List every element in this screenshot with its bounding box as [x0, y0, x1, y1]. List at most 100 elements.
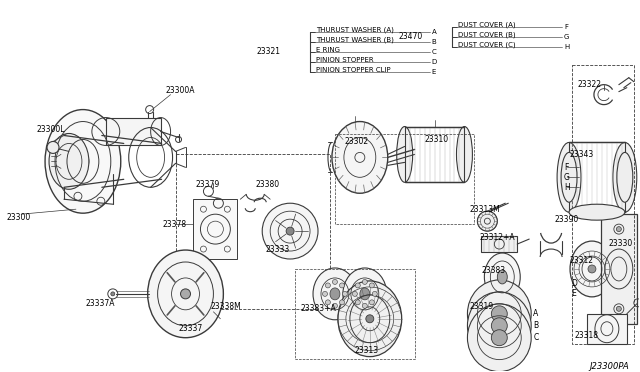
Text: 23378: 23378 — [163, 219, 187, 229]
Circle shape — [342, 291, 348, 296]
Circle shape — [362, 303, 367, 308]
Text: 23302: 23302 — [345, 137, 369, 146]
Ellipse shape — [613, 142, 637, 212]
Ellipse shape — [77, 153, 89, 169]
Circle shape — [332, 303, 337, 308]
Bar — [335, 135, 474, 224]
Ellipse shape — [617, 153, 633, 202]
Circle shape — [323, 291, 328, 296]
Text: 23312: 23312 — [569, 257, 593, 266]
Text: J23300PA: J23300PA — [589, 362, 628, 371]
Ellipse shape — [492, 318, 508, 334]
Circle shape — [369, 283, 374, 288]
Text: DUST COVER (B): DUST COVER (B) — [458, 32, 516, 38]
Text: B: B — [431, 39, 436, 45]
Text: 23338M: 23338M — [211, 302, 241, 311]
Text: 23383: 23383 — [481, 266, 506, 275]
Circle shape — [372, 291, 378, 296]
Ellipse shape — [492, 330, 508, 346]
Text: 23337: 23337 — [179, 324, 203, 333]
Circle shape — [477, 211, 497, 231]
Circle shape — [111, 292, 115, 296]
Ellipse shape — [497, 270, 508, 284]
Ellipse shape — [467, 304, 531, 372]
Text: DUST COVER (A): DUST COVER (A) — [458, 22, 516, 28]
Circle shape — [325, 300, 330, 305]
Bar — [601, 214, 637, 324]
Text: E: E — [571, 289, 576, 298]
Text: B: B — [533, 321, 538, 330]
Circle shape — [332, 279, 337, 285]
Text: A: A — [431, 29, 436, 35]
Ellipse shape — [338, 281, 402, 357]
Circle shape — [180, 289, 191, 299]
Text: 23310: 23310 — [424, 135, 449, 144]
Text: H: H — [564, 183, 570, 192]
Ellipse shape — [366, 315, 374, 323]
Circle shape — [262, 203, 318, 259]
Text: 23379: 23379 — [195, 180, 220, 189]
Ellipse shape — [484, 253, 520, 301]
Ellipse shape — [330, 288, 340, 300]
Ellipse shape — [557, 142, 581, 212]
Text: THURUST WASHER (B): THURUST WASHER (B) — [316, 36, 394, 43]
Ellipse shape — [588, 265, 596, 273]
Text: 23313M: 23313M — [469, 205, 500, 214]
Bar — [569, 142, 625, 212]
Bar — [481, 236, 517, 252]
Ellipse shape — [561, 153, 577, 202]
Text: PINION STOPPER: PINION STOPPER — [316, 57, 374, 63]
Text: A: A — [533, 309, 538, 318]
Ellipse shape — [360, 288, 370, 300]
Text: 23300A: 23300A — [166, 86, 195, 95]
Ellipse shape — [467, 292, 531, 360]
Text: 23343: 23343 — [569, 150, 593, 159]
Ellipse shape — [467, 280, 531, 348]
Text: 23337A: 23337A — [86, 299, 115, 308]
Text: 23470: 23470 — [398, 32, 422, 41]
Bar — [295, 269, 415, 359]
Circle shape — [355, 283, 360, 288]
Text: DUST COVER (C): DUST COVER (C) — [458, 42, 516, 48]
Circle shape — [339, 300, 344, 305]
Text: D: D — [571, 279, 577, 288]
Text: 23300: 23300 — [6, 213, 31, 222]
Circle shape — [286, 227, 294, 235]
Bar — [404, 126, 465, 182]
Text: PINION STOPPER CLIP: PINION STOPPER CLIP — [316, 67, 390, 73]
Circle shape — [353, 291, 357, 296]
Bar — [572, 65, 634, 344]
Text: G: G — [564, 34, 570, 40]
Text: 23383+A: 23383+A — [300, 304, 336, 313]
Text: G: G — [564, 173, 570, 182]
Text: 23322: 23322 — [577, 80, 601, 89]
Text: 23312+A: 23312+A — [479, 232, 515, 241]
Text: 23333: 23333 — [265, 244, 289, 254]
Circle shape — [616, 227, 621, 232]
Text: 23318: 23318 — [574, 331, 598, 340]
Bar — [587, 314, 627, 344]
Text: E: E — [431, 69, 436, 75]
Text: 23300L: 23300L — [36, 125, 65, 134]
Ellipse shape — [492, 306, 508, 322]
Ellipse shape — [49, 134, 89, 189]
Text: C: C — [533, 333, 538, 342]
Text: 23321: 23321 — [256, 47, 280, 56]
Text: F: F — [564, 163, 568, 172]
Circle shape — [355, 300, 360, 305]
Text: 23380: 23380 — [255, 180, 280, 189]
Text: F: F — [564, 24, 568, 30]
Ellipse shape — [456, 126, 472, 182]
Ellipse shape — [332, 122, 388, 193]
Circle shape — [362, 279, 367, 285]
Text: 23319: 23319 — [469, 302, 493, 311]
Text: H: H — [564, 44, 570, 50]
Circle shape — [616, 306, 621, 311]
Ellipse shape — [397, 126, 413, 182]
Circle shape — [369, 300, 374, 305]
Circle shape — [325, 283, 330, 288]
Text: 23313: 23313 — [355, 346, 379, 355]
Ellipse shape — [570, 241, 614, 297]
Ellipse shape — [569, 204, 625, 220]
Ellipse shape — [45, 110, 121, 213]
